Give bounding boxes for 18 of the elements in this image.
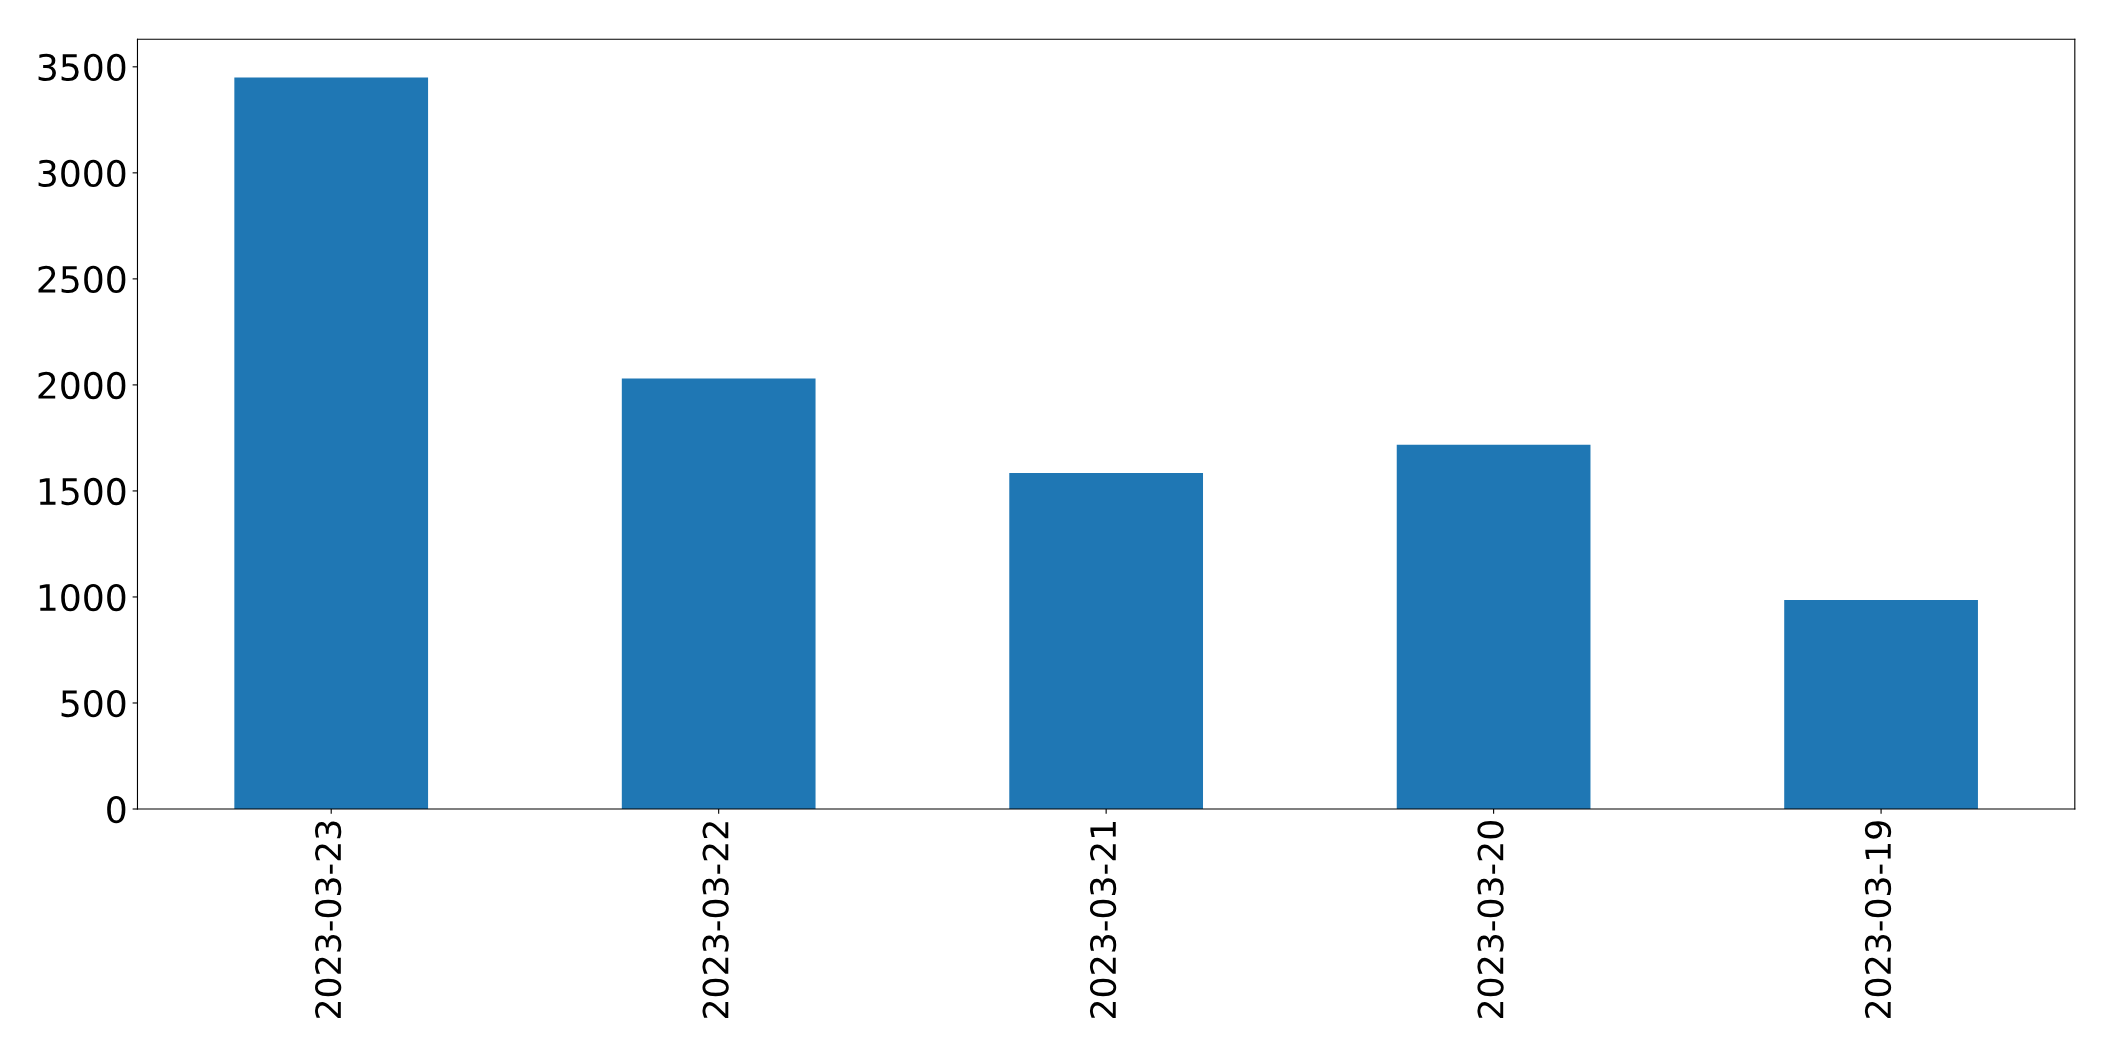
bar (1009, 472, 1204, 810)
bar (621, 378, 816, 810)
x-tick-label: 2023-03-21 (1089, 821, 1117, 1018)
x-tick-label: 2023-03-19 (1864, 821, 1892, 1018)
bar (234, 77, 429, 810)
y-tick-label: 1500 (39, 477, 126, 506)
y-tick-label: 3000 (38, 159, 126, 188)
x-tick-label: 2023-03-22 (702, 822, 729, 1018)
y-tick-label: 0 (107, 795, 126, 824)
bar (1396, 444, 1591, 810)
x-tick-label: 2023-03-23 (315, 821, 342, 1018)
y-tick-label: 3500 (38, 53, 126, 82)
bar (1784, 599, 1978, 810)
y-tick-label: 1000 (39, 583, 126, 612)
y-tick-label: 2000 (38, 371, 126, 400)
x-tick-label: 2023-03-20 (1477, 821, 1504, 1018)
y-tick-label: 2500 (38, 265, 126, 294)
y-tick-label: 500 (61, 689, 126, 718)
